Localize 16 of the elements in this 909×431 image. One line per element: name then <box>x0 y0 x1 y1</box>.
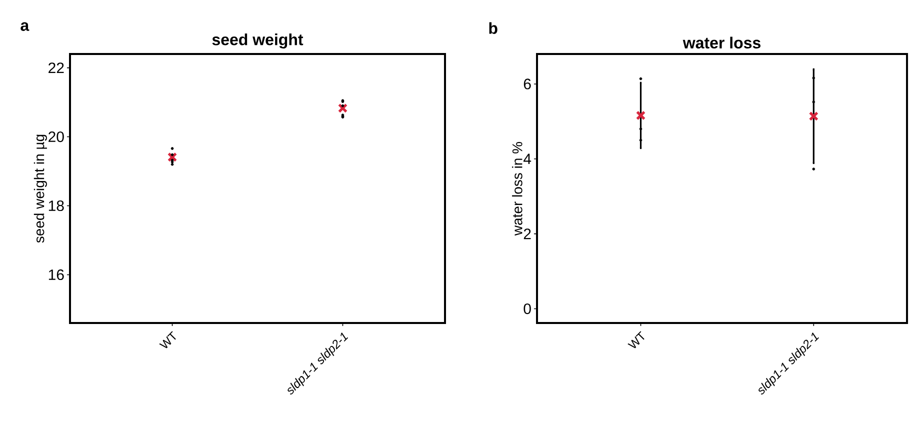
y-tick-label: 22 <box>48 62 64 74</box>
y-tick-label: 6 <box>524 78 531 90</box>
y-tick-label: 18 <box>48 200 64 212</box>
y-tick-label: 2 <box>524 228 531 240</box>
text: b <box>489 22 498 34</box>
y-axis-title: water loss in % <box>512 142 522 236</box>
chart-title: seed weight <box>212 34 304 49</box>
x-tick-label: WT <box>628 331 644 348</box>
y-tick-label: 20 <box>48 131 64 142</box>
chart-title: water loss <box>682 36 760 48</box>
y-tick-label: 0 <box>524 303 531 314</box>
y-tick-label: 16 <box>48 269 64 280</box>
y-tick-label: 4 <box>523 154 532 164</box>
x-tick-label: WT <box>159 331 176 348</box>
text: a <box>20 22 30 31</box>
y-axis-title: seed weight in µg <box>34 134 47 243</box>
